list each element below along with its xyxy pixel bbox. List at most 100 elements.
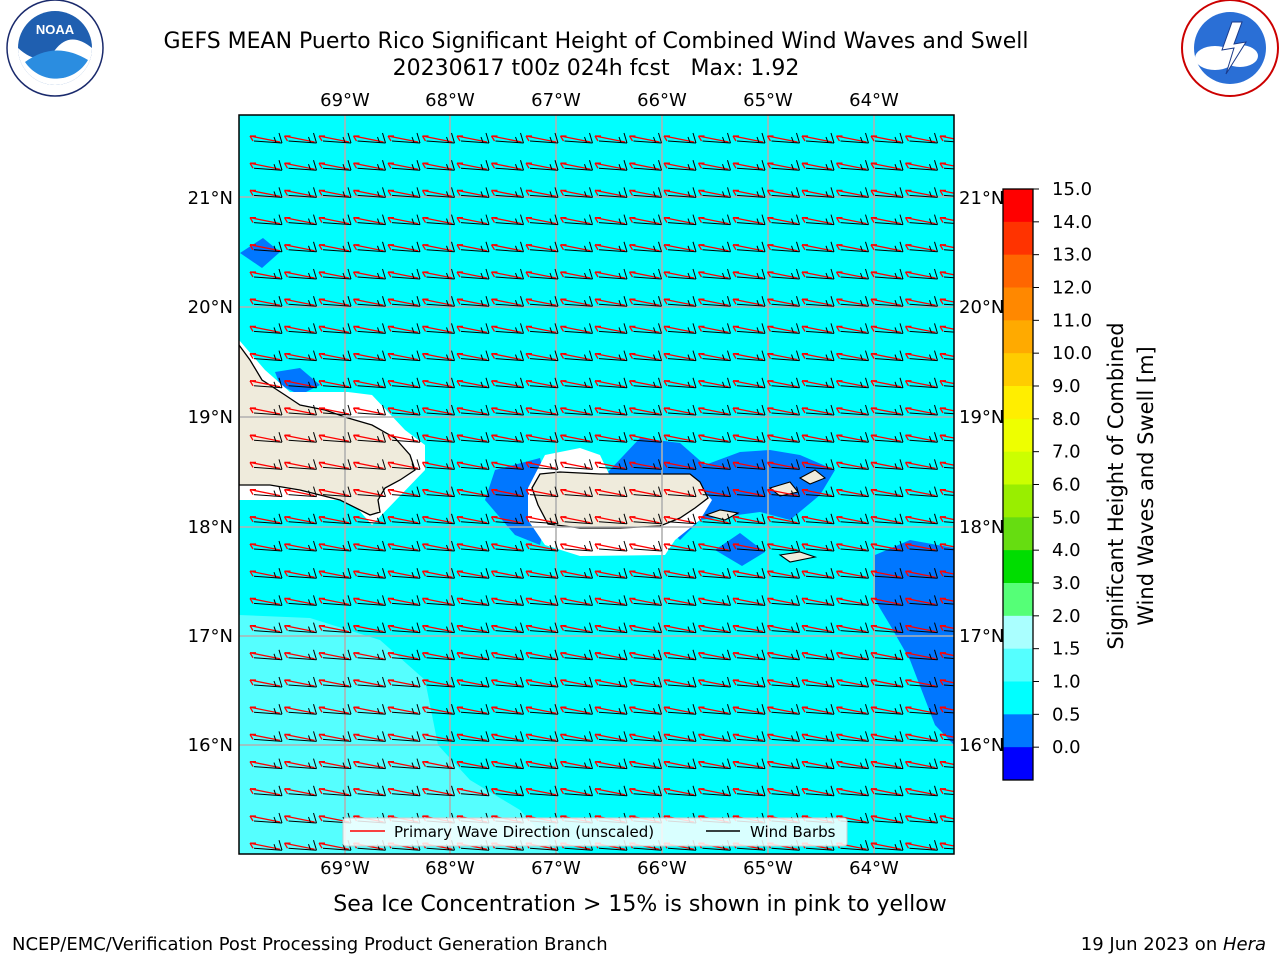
wind-barb (387, 377, 421, 389)
wind-barb (870, 513, 904, 525)
wind-barb (628, 160, 662, 171)
wind-barb (939, 706, 954, 714)
wind-barb (628, 595, 662, 606)
wind-barb (490, 513, 524, 525)
wind-barb (801, 540, 835, 552)
wind-barb (490, 296, 524, 307)
wind-barb (801, 731, 835, 742)
wind-barb (559, 404, 593, 416)
legend-wave-direction-label: Primary Wave Direction (unscaled) (394, 823, 654, 841)
wind-barb (870, 160, 904, 171)
wind-barb (594, 132, 628, 144)
wind-barb (490, 268, 524, 280)
wind-barb (697, 214, 731, 226)
wind-barb (421, 568, 455, 579)
wind-barb (249, 676, 283, 688)
wind-barb (628, 676, 662, 688)
wind-barb (249, 731, 283, 742)
wind-barb (525, 486, 559, 498)
wind-barb (904, 241, 938, 253)
wind-barb (559, 350, 593, 362)
wind-barb (628, 649, 662, 661)
wind-barb (456, 432, 490, 443)
legend-wind-barbs-label: Wind Barbs (750, 823, 836, 841)
wind-barb (283, 187, 317, 198)
wind-barb (835, 160, 869, 171)
wind-barb-field (249, 132, 954, 851)
wind-barb (352, 704, 386, 715)
wind-barb (352, 785, 386, 797)
wind-barb (249, 486, 283, 498)
wind-barb (870, 296, 904, 307)
wind-barb (387, 323, 421, 334)
colorbar-swatch (1003, 418, 1033, 453)
wind-barb (249, 649, 283, 661)
wind-barb (352, 731, 386, 742)
wind-barb (283, 649, 317, 661)
wind-barb (318, 132, 352, 144)
wind-barb (318, 404, 352, 416)
wind-barb (801, 268, 835, 280)
wind-barb (421, 785, 455, 797)
lon-labels-top: 69°W 68°W 67°W 66°W 65°W 64°W (320, 90, 899, 111)
colorbar-tick-label: 15.0 (1052, 179, 1092, 200)
graticule (239, 115, 954, 854)
wind-barb (732, 513, 766, 525)
wind-barb (559, 132, 593, 144)
wind-barb (835, 595, 869, 606)
wind-barb (352, 214, 386, 226)
wind-barb (249, 132, 283, 144)
colorbar-tick-label: 4.0 (1052, 540, 1081, 561)
wind-barb (939, 298, 954, 306)
wind-barb (559, 758, 593, 770)
wind-barb (663, 704, 697, 715)
wind-barb (456, 785, 490, 797)
colorbar-tick-label: 0.5 (1052, 704, 1081, 725)
wind-barb (628, 187, 662, 198)
wind-barb (766, 486, 800, 498)
wind-barb (766, 540, 800, 552)
wind-barb (559, 377, 593, 389)
wind-barb (283, 214, 317, 226)
wind-barb (283, 404, 317, 416)
wind-barb (835, 187, 869, 198)
wind-barb (421, 459, 455, 470)
host-name: Hera (1223, 934, 1266, 955)
colorbar-tick-label: 6.0 (1052, 475, 1081, 496)
wind-barb (490, 676, 524, 688)
wind-barb (387, 187, 421, 198)
wind-barb (352, 622, 386, 634)
wind-barb (352, 649, 386, 661)
wind-barb (318, 486, 352, 498)
noaa-logo-text: NOAA (36, 22, 75, 37)
wind-barb (939, 407, 954, 415)
wind-barb (283, 132, 317, 144)
wind-barb (456, 622, 490, 634)
wind-barb (594, 649, 628, 661)
wind-barb (249, 377, 283, 389)
lat-label: 20°N (188, 297, 233, 318)
wind-barb (283, 540, 317, 552)
wind-barb (628, 486, 662, 498)
wind-barb (697, 704, 731, 715)
wind-barb (594, 404, 628, 416)
wind-barb (525, 785, 559, 797)
wind-barb (249, 404, 283, 416)
wind-barb (490, 132, 524, 144)
wind-barb (283, 486, 317, 498)
wind-barb (801, 568, 835, 579)
colorbar-swatch (1003, 681, 1033, 715)
map-legend: Primary Wave Direction (unscaled) Wind B… (342, 817, 848, 847)
wind-barb (697, 622, 731, 634)
colorbar-swatch (1003, 714, 1033, 748)
wind-barb (801, 622, 835, 634)
wind-barb (352, 486, 386, 498)
wind-barb (387, 268, 421, 280)
wind-barb (904, 785, 938, 797)
wind-barb (490, 595, 524, 606)
wind-barb (594, 595, 628, 606)
wind-barb (594, 241, 628, 253)
wind-barb (766, 323, 800, 334)
wind-barb (387, 568, 421, 579)
lat-label: 18°N (188, 517, 233, 538)
